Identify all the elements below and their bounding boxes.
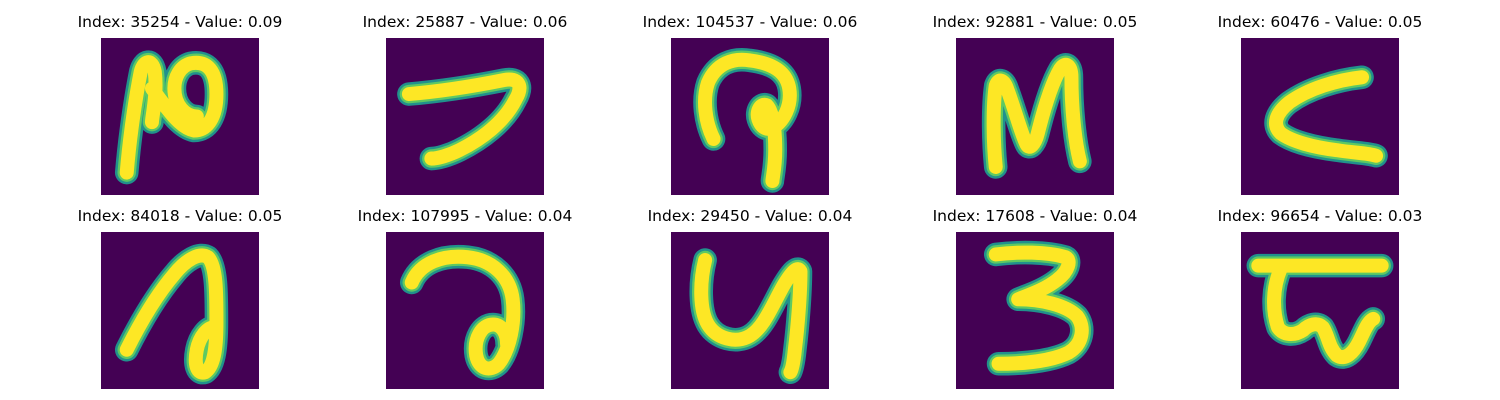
glyph-stroke: [1269, 70, 1384, 163]
glyph-stroke: [986, 57, 1087, 174]
digit-glyph: [1264, 65, 1388, 168]
digit-panel-7: Index: 107995 - Value: 0.04: [335, 206, 595, 396]
panel-title: Index: 25887 - Value: 0.06: [362, 13, 568, 31]
glyph-stroke: [119, 248, 224, 380]
digit-image: [671, 38, 829, 195]
digit-glyph: [397, 67, 532, 171]
panel-title: Index: 104537 - Value: 0.06: [642, 13, 858, 31]
panel-title: Index: 92881 - Value: 0.05: [932, 13, 1138, 31]
digit-image: [956, 38, 1114, 195]
digit-glyph: [983, 240, 1094, 376]
digit-image: [386, 38, 544, 195]
digit-image: [671, 232, 829, 389]
digit-image: [956, 232, 1114, 389]
digit-image: [1241, 232, 1399, 389]
digit-image: [101, 38, 259, 195]
digit-panel-1: Index: 35254 - Value: 0.09: [50, 12, 310, 202]
digit-panel-8: Index: 29450 - Value: 0.04: [620, 206, 880, 396]
digit-panel-2: Index: 25887 - Value: 0.06: [335, 12, 595, 202]
digit-panel-5: Index: 60476 - Value: 0.05: [1190, 12, 1450, 202]
digit-panel-9: Index: 17608 - Value: 0.04: [905, 206, 1165, 396]
panel-title: Index: 107995 - Value: 0.04: [357, 207, 573, 225]
digit-panel-4: Index: 92881 - Value: 0.05: [905, 12, 1165, 202]
digit-panel-6: Index: 84018 - Value: 0.05: [50, 206, 310, 396]
digit-image: [101, 232, 259, 389]
glyph-stroke: [694, 253, 808, 380]
digit-image: [1241, 38, 1399, 195]
glyph-stroke: [119, 55, 224, 180]
panel-title: Index: 60476 - Value: 0.05: [1217, 13, 1423, 31]
digit-image: [386, 232, 544, 389]
panel-title: Index: 84018 - Value: 0.05: [77, 207, 283, 225]
digit-panel-3: Index: 104537 - Value: 0.06: [620, 12, 880, 202]
digit-panel-10: Index: 96654 - Value: 0.03: [1190, 206, 1450, 396]
glyph-stroke: [988, 245, 1089, 371]
glyph-stroke: [401, 72, 527, 166]
digit-glyph: [114, 243, 229, 385]
panel-title: Index: 17608 - Value: 0.04: [932, 207, 1138, 225]
panel-title: Index: 29450 - Value: 0.04: [647, 207, 853, 225]
panel-title: Index: 35254 - Value: 0.09: [77, 13, 283, 31]
digit-glyph: [981, 53, 1092, 179]
digit-glyph: [114, 50, 229, 185]
glyph-stroke: [404, 249, 521, 376]
digit-glyph: [399, 244, 526, 381]
glyph-stroke: [1251, 258, 1389, 365]
digit-glyph: [693, 48, 802, 193]
digit-glyph: [689, 248, 813, 384]
digit-glyph: [1246, 253, 1394, 369]
glyph-stroke: [698, 52, 797, 188]
panel-title: Index: 96654 - Value: 0.03: [1217, 207, 1423, 225]
